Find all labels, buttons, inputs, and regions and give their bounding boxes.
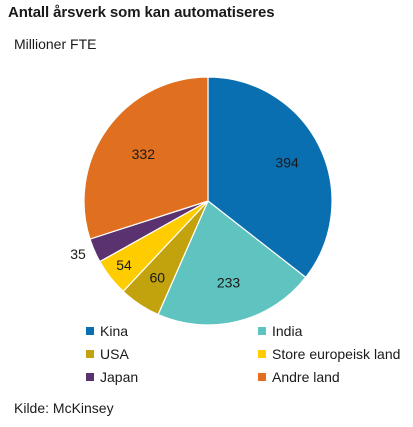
unit-label: Millioner FTE [14, 36, 97, 52]
legend-swatch-andre-land [258, 373, 266, 381]
legend-item-india: India [258, 323, 302, 339]
legend-item-kina: Kina [86, 323, 128, 339]
legend-item-store-europeisk-land: Store europeisk land [258, 346, 400, 362]
data-label-usa: 60 [149, 270, 165, 286]
legend: Kina India USA Store europeisk land Japa… [86, 323, 411, 393]
chart-title: Antall årsverk som kan automatiseres [8, 4, 275, 21]
legend-item-andre-land: Andre land [258, 369, 340, 385]
legend-label-india: India [272, 323, 303, 339]
legend-swatch-kina [86, 327, 94, 335]
legend-item-usa: USA [86, 346, 129, 362]
pie-slice-andre-land [83, 76, 209, 240]
legend-label-store-europeisk-land: Store europeisk land [272, 346, 401, 362]
source-note: Kilde: McKinsey [14, 400, 114, 416]
pie-slice-kina [207, 76, 333, 279]
data-label-andre-land: 332 [132, 146, 156, 162]
legend-item-japan: Japan [86, 369, 138, 385]
legend-swatch-store-europeisk-land [258, 350, 266, 358]
data-label-kina: 394 [275, 154, 299, 170]
legend-swatch-india [258, 327, 266, 335]
legend-label-usa: USA [100, 346, 129, 362]
legend-label-kina: Kina [100, 323, 129, 339]
data-label-india: 233 [217, 274, 241, 290]
legend-label-japan: Japan [100, 369, 139, 385]
data-label-japan: 35 [70, 246, 86, 262]
legend-swatch-japan [86, 373, 94, 381]
legend-label-andre-land: Andre land [272, 369, 340, 385]
data-label-store-europeisk-land: 54 [116, 257, 132, 273]
legend-swatch-usa [86, 350, 94, 358]
